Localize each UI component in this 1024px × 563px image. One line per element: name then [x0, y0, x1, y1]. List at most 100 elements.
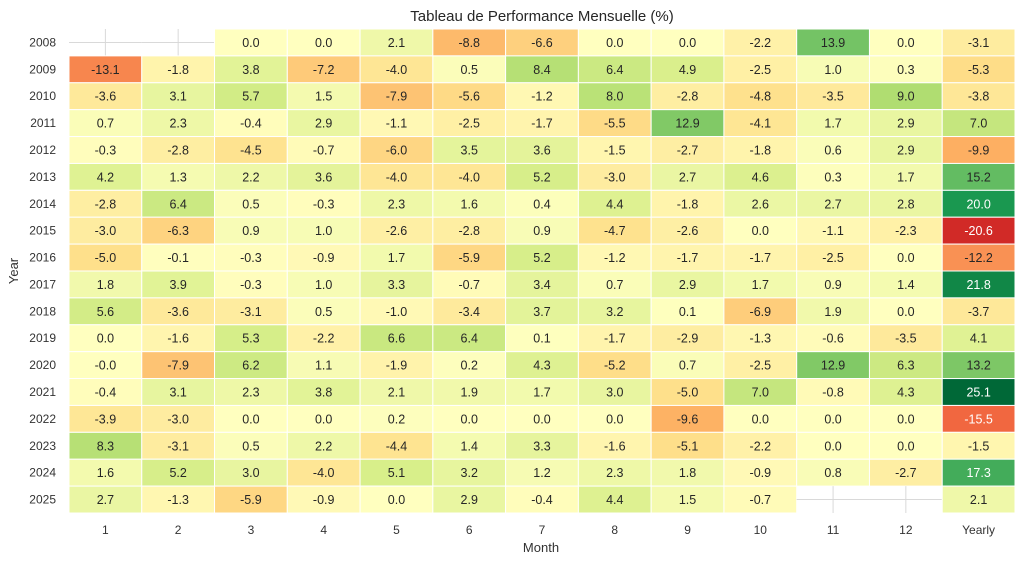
heatmap-cell: 2.3 [577, 458, 652, 487]
cell-value: 4.1 [970, 332, 987, 346]
heatmap-cell: 0.5 [214, 189, 288, 218]
cell-rect [141, 162, 216, 191]
heatmap-cell: 0.0 [505, 404, 579, 433]
cell-value: -3.0 [604, 170, 626, 184]
heatmap-cell: -3.0 [68, 216, 143, 245]
heatmap-cell: 7.0 [941, 109, 1016, 138]
heatmap-cell: 0.0 [868, 297, 943, 326]
heatmap-cell: 5.1 [359, 458, 434, 487]
heatmap-cell: 1.8 [68, 270, 143, 299]
x-tick-label: 11 [827, 523, 840, 537]
x-tick-label: 7 [539, 523, 546, 537]
cell-rect [432, 351, 507, 380]
heatmap-cell: -1.7 [650, 243, 725, 272]
heatmap-cell: -3.6 [68, 82, 143, 111]
heatmap-cell: 21.8 [941, 270, 1016, 299]
cell-rect [286, 485, 361, 514]
cell-value: 1.4 [897, 278, 914, 292]
heatmap-cell: 1.7 [723, 270, 798, 299]
cell-value: -1.8 [750, 144, 772, 158]
cell-rect [286, 458, 361, 487]
cell-value: 0.5 [461, 63, 478, 77]
cell-rect [141, 189, 216, 218]
cell-value: 2.2 [315, 439, 332, 453]
heatmap-cell: -1.1 [359, 109, 434, 138]
cell-value: -0.4 [531, 493, 553, 507]
cell-value: -15.5 [964, 412, 993, 426]
cell-value: -4.0 [458, 170, 480, 184]
cell-rect [868, 431, 943, 460]
heatmap-cell: -2.8 [650, 82, 725, 111]
cell-value: 0.0 [606, 36, 623, 50]
heatmap-cell: -5.0 [68, 243, 143, 272]
cell-value: -2.6 [677, 224, 699, 238]
cell-value: 3.8 [242, 63, 259, 77]
heatmap-cell: 8.4 [505, 55, 579, 84]
heatmap-cell: -1.5 [941, 431, 1016, 460]
heatmap-cell: 0.0 [359, 485, 434, 514]
y-tick-label: 2013 [29, 170, 56, 184]
cell-value: -3.0 [95, 224, 117, 238]
heatmap-cell: -3.1 [141, 431, 216, 460]
cell-value: 1.1 [315, 359, 332, 373]
cell-value: -5.6 [458, 90, 480, 104]
cell-rect [723, 136, 798, 164]
cell-value: 0.0 [897, 412, 914, 426]
cell-value: -0.8 [822, 386, 844, 400]
cell-value: 0.2 [461, 359, 478, 373]
cell-rect [141, 270, 216, 299]
cell-value: 2.3 [606, 466, 623, 480]
cell-value: -0.6 [822, 332, 844, 346]
heatmap-cell: 1.3 [141, 162, 216, 191]
heatmap-cell: 4.3 [868, 378, 943, 406]
heatmap-cell: -5.9 [432, 243, 507, 272]
cell-value: -9.9 [968, 144, 990, 158]
cell-value: 2.9 [679, 278, 696, 292]
cell-value: -5.1 [677, 439, 699, 453]
heatmap-cell: 0.3 [868, 55, 943, 84]
heatmap-cell: -2.5 [723, 55, 798, 84]
cell-rect [941, 404, 1016, 433]
cell-rect [577, 270, 652, 299]
heatmap-cell: -1.3 [141, 485, 216, 514]
cell-value: 20.0 [966, 197, 990, 211]
heatmap-cell: -0.3 [214, 243, 288, 272]
cell-rect [214, 378, 288, 406]
cell-value: 0.0 [242, 412, 259, 426]
x-tick-labels: 1 2 3 4 5 6 7 8 9 10 11 12 Yearly [102, 523, 995, 537]
heatmap-cell: 0.0 [723, 216, 798, 245]
cell-rect [432, 404, 507, 433]
cell-value: 3.2 [461, 466, 478, 480]
cell-rect [68, 297, 143, 326]
x-tick-label: 2 [175, 523, 182, 537]
heatmap-cell: 3.2 [577, 297, 652, 326]
heatmap-cell: 13.2 [941, 351, 1016, 380]
cell-value: 0.0 [824, 439, 841, 453]
cell-rect [505, 55, 579, 84]
heatmap-cell: 0.3 [796, 162, 870, 191]
x-tick-label: 1 [102, 523, 109, 537]
cell-value: 21.8 [966, 278, 990, 292]
cell-value: -3.1 [167, 439, 189, 453]
heatmap-cell: -3.5 [796, 82, 870, 111]
cell-value: 1.9 [824, 305, 841, 319]
heatmap-cell: -7.9 [141, 351, 216, 380]
heatmap-cell: 1.1 [286, 351, 361, 380]
heatmap-cell: 3.2 [432, 458, 507, 487]
heatmap-cell: -7.2 [286, 55, 361, 84]
y-tick-labels: 2008 2009 2010 2011 2012 2013 2014 2015 2016 2017… [29, 35, 56, 506]
heatmap-cell: 0.0 [868, 431, 943, 460]
heatmap-cell: 8.3 [68, 431, 143, 460]
cell-value: -0.3 [95, 144, 117, 158]
cell-rect [941, 351, 1016, 380]
cell-rect [432, 162, 507, 191]
cell-value: 0.1 [533, 332, 550, 346]
cell-value: 0.9 [824, 278, 841, 292]
cell-rect [796, 28, 870, 57]
heatmap-cell: -2.5 [796, 243, 870, 272]
cell-rect [723, 351, 798, 380]
heatmap-cell: 4.4 [577, 485, 652, 514]
cell-value: 0.6 [824, 144, 841, 158]
cell-rect [577, 136, 652, 164]
